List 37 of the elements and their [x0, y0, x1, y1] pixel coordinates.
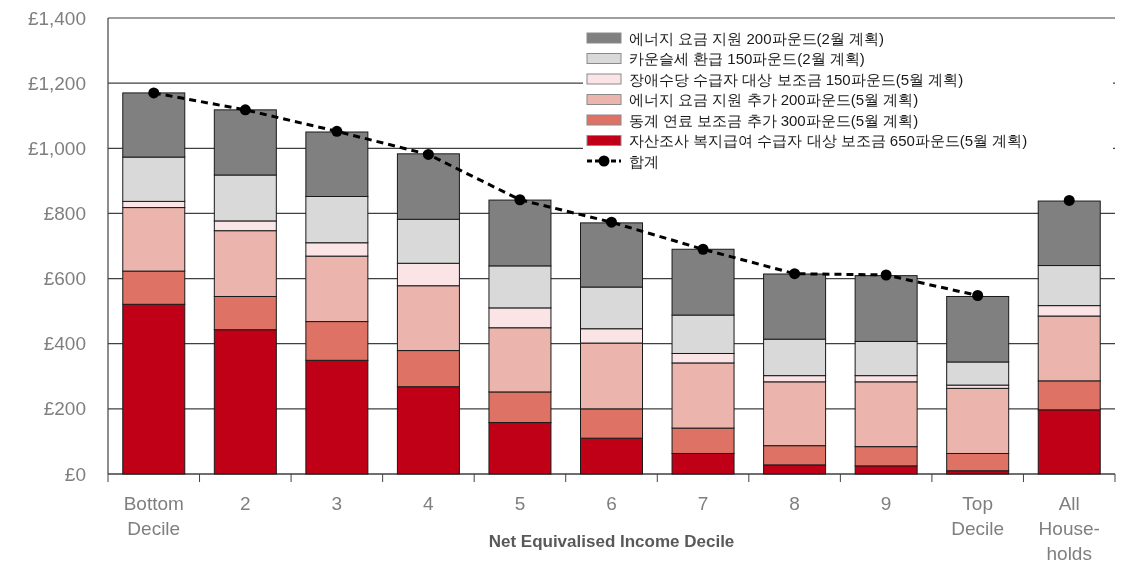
- x-tick-label: All House-holds: [1038, 493, 1100, 564]
- y-tick-label: £200: [43, 398, 86, 420]
- point: [972, 290, 984, 302]
- point: [148, 87, 160, 99]
- x-tick-label: 7: [697, 493, 709, 514]
- point: [606, 216, 617, 228]
- legend-label: 카운슬세 환급 150파운드(2월 계획): [629, 50, 865, 67]
- y-tick-label: £1,200: [27, 72, 86, 94]
- x-tick-label: 6: [606, 493, 617, 514]
- x-tick-label: 2: [240, 493, 251, 514]
- x-tick-label: 3: [331, 493, 343, 514]
- x-axis-title: Net Equivalised Income Decile: [488, 532, 735, 551]
- point: [697, 243, 709, 255]
- point: [331, 125, 343, 137]
- y-tick-label: £400: [43, 333, 86, 355]
- legend-label: 에너지 요금 지원 200파운드(2월 계획): [629, 29, 885, 47]
- point: [514, 194, 526, 206]
- point: [239, 104, 251, 116]
- y-tick-label: £600: [43, 268, 86, 290]
- point: [789, 268, 801, 280]
- point: [880, 269, 892, 281]
- x-tick-label: 5: [514, 493, 526, 514]
- y-tick-label: £0: [64, 463, 86, 485]
- x-tick-label: Bottom Decile: [123, 493, 184, 539]
- y-tick-label: £1,400: [27, 7, 86, 29]
- y-tick-label: £1,000: [27, 137, 86, 159]
- x-tick-label: 8: [789, 493, 800, 514]
- legend-label: 장애수당 수급자 대상 보조금 150파운드(5월 계획): [629, 70, 964, 88]
- x-tick-label: 4: [423, 493, 435, 514]
- legend-label: 에너지 요금 지원 추가 200파운드(5월 계획): [629, 91, 919, 108]
- x-tick-label: 9: [880, 493, 892, 514]
- legend-label: 합계: [629, 152, 659, 170]
- legend-label: 자산조사 복지급여 수급자 대상 보조금 650파운드(5월 계획): [629, 132, 1028, 149]
- y-tick-label: £800: [43, 202, 86, 224]
- legend-label: 동계 연료 보조금 추가 300파운드(5월 계획): [629, 111, 919, 129]
- x-tick-label: Top Decile: [951, 493, 1005, 539]
- point: [422, 148, 434, 160]
